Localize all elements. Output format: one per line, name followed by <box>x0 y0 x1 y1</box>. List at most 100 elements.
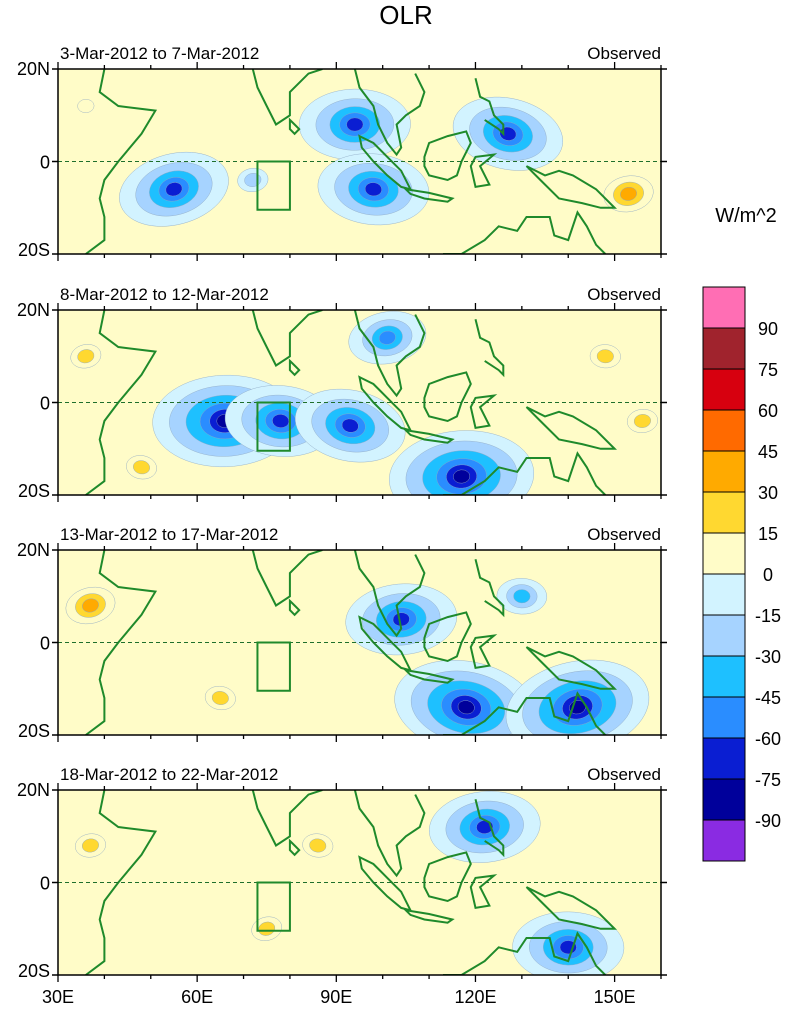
colorbar-label: -75 <box>755 770 781 790</box>
sri-lanka <box>288 117 301 136</box>
india-coast <box>251 790 323 847</box>
new-guinea <box>525 165 618 209</box>
contour-band <box>77 99 95 113</box>
indochina-negative <box>348 311 427 365</box>
figure-title: OLR <box>379 0 432 30</box>
contour-band <box>457 700 475 715</box>
panels: 3-Mar-2012 to 7-Mar-2012 Observed 20N 0 20S 8… <box>17 44 667 982</box>
y-tick-label: 20N <box>17 780 50 800</box>
borneo <box>423 371 472 423</box>
philippines <box>474 319 505 378</box>
java <box>403 187 455 203</box>
central-indian-positive <box>251 916 283 941</box>
borneo <box>423 130 472 182</box>
philippines <box>474 799 505 858</box>
panel-period: 18-Mar-2012 to 22-Mar-2012 <box>60 765 278 784</box>
colorbar-label: 45 <box>758 442 778 462</box>
panel-label: Observed <box>587 285 661 304</box>
map-panel-3: 13-Mar-2012 to 17-Mar-2012 Observed 20N 0 20… <box>17 525 667 742</box>
borneo <box>423 611 472 663</box>
philippines-negative <box>452 96 563 171</box>
indochina-coast <box>353 790 426 878</box>
n-pacific-positive <box>589 344 621 369</box>
java-sea-negative <box>394 660 538 735</box>
contour-band <box>77 349 95 364</box>
contour-band <box>633 414 651 428</box>
east-africa-positive <box>70 344 102 369</box>
contour-band <box>272 414 290 428</box>
sri-lanka <box>288 598 301 617</box>
colorbar-label: 60 <box>758 401 778 421</box>
colorbar-label: -60 <box>755 729 781 749</box>
colorbar-swatch <box>702 327 746 370</box>
e-pacific-positive <box>626 409 658 433</box>
sulawesi <box>469 394 498 430</box>
indochina-coast <box>353 310 426 398</box>
colorbar-swatch <box>702 573 746 616</box>
y-tick-label: 20N <box>17 59 50 79</box>
colorbar-label: -45 <box>755 688 781 708</box>
panel-label: Observed <box>587 765 661 784</box>
region-box <box>256 401 291 452</box>
contour-band <box>364 182 382 197</box>
y-tick-label: 20S <box>18 961 50 981</box>
india-coast <box>251 69 323 126</box>
x-axis: 30E 60E 90E 120E 150E <box>42 987 636 1007</box>
java <box>403 908 455 924</box>
contour-band <box>341 418 359 433</box>
panel-period: 3-Mar-2012 to 7-Mar-2012 <box>60 44 259 63</box>
contour-band <box>453 469 471 484</box>
x-tick-label: 90E <box>320 987 352 1007</box>
x-tick-label: 150E <box>594 987 636 1007</box>
y-tick-label: 20S <box>18 721 50 741</box>
new-guinea <box>525 646 618 690</box>
coastlines <box>85 790 618 975</box>
colorbar-label: 0 <box>763 565 773 585</box>
colorbar-label: 90 <box>758 319 778 339</box>
colorbar-label: -90 <box>755 811 781 831</box>
map-panel-1: 3-Mar-2012 to 7-Mar-2012 Observed 20N 0 20S <box>17 44 667 261</box>
contour-band <box>378 330 396 345</box>
contour-band <box>346 117 364 132</box>
africa-coast <box>85 790 158 975</box>
colorbar-swatch <box>702 614 746 657</box>
sulawesi <box>469 153 498 189</box>
philippines <box>474 78 505 137</box>
contour-band <box>596 349 614 364</box>
colorbar-label: -30 <box>755 647 781 667</box>
panel-label: Observed <box>587 525 661 544</box>
contour-band <box>81 838 99 853</box>
s-indian-positive <box>204 686 236 711</box>
africa-coast <box>85 310 158 495</box>
region-box <box>256 641 291 692</box>
java <box>403 668 455 684</box>
sumatra <box>358 855 413 912</box>
x-tick-label: 60E <box>181 987 213 1007</box>
contour-band <box>620 186 637 201</box>
colorbar-swatch <box>702 655 746 698</box>
sulawesi <box>469 634 498 670</box>
contour-band <box>165 182 183 197</box>
colorbar-swatch <box>702 368 746 411</box>
x-tick-label: 120E <box>454 987 496 1007</box>
new-guinea <box>525 406 618 450</box>
india-coast <box>251 550 323 607</box>
bay-of-bengal-positive <box>302 833 334 858</box>
w-indian-negative <box>119 151 229 227</box>
coastlines <box>85 69 618 254</box>
colorbar-swatch <box>702 819 746 862</box>
australia-coast <box>443 451 607 495</box>
panel-period: 8-Mar-2012 to 12-Mar-2012 <box>60 285 269 304</box>
colorbar-label: 30 <box>758 483 778 503</box>
y-tick-label: 0 <box>40 153 50 173</box>
colorbar-swatch <box>702 532 746 575</box>
africa-coast <box>85 550 158 735</box>
y-tick-label: 0 <box>40 394 50 414</box>
sumatra <box>358 375 413 432</box>
contour-band <box>392 612 410 627</box>
east-africa-positive <box>77 99 95 113</box>
sumatra <box>358 134 413 191</box>
indochina-coast <box>353 69 426 157</box>
panel-period: 13-Mar-2012 to 17-Mar-2012 <box>60 525 278 544</box>
